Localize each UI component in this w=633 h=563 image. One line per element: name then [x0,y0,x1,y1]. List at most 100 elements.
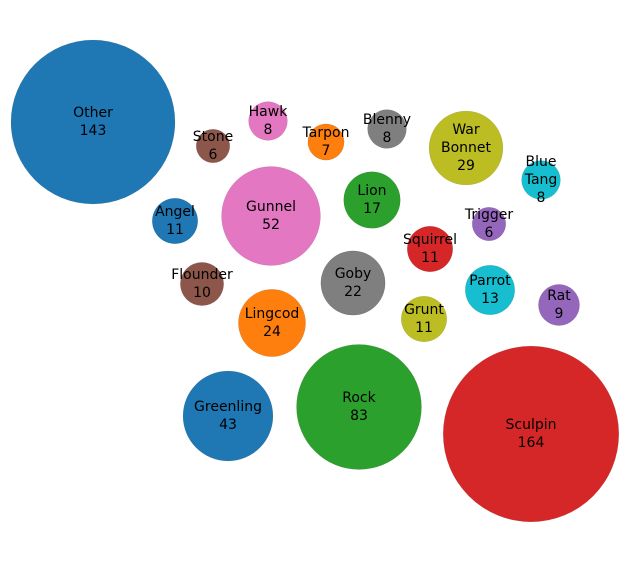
bubble-label-parrot: Parrot 13 [469,273,511,307]
bubble-lingcod: Lingcod 24 [238,289,306,357]
bubble-circle-blenny [367,109,407,149]
bubble-circle-sculpin [442,345,620,523]
bubble-name-flounder: Flounder [171,267,233,283]
bubble-circle-greenling [182,370,274,462]
bubble-value-parrot: 13 [481,291,499,307]
bubble-circle-trigger [471,206,507,242]
bubble-grunt: Grunt 11 [401,296,447,342]
bubble-label-rock: Rock 83 [342,390,376,424]
bubble-label-trigger: Trigger 6 [464,207,514,241]
bubble-circle-squirrel [407,226,453,272]
bubble-label-flounder: Flounder 10 [171,267,233,301]
bubble-circle-rock [296,344,422,470]
bubble-value-angel: 11 [166,222,184,238]
bubble-value-lion: 17 [363,201,381,217]
bubble-flounder: Flounder 10 [171,262,233,306]
bubble-value-greenling: 43 [219,417,237,433]
bubble-blenny: Blenny 8 [363,109,411,149]
bubble-circle-goby [320,250,386,316]
bubble-name-squirrel: Squirrel [403,232,457,248]
bubble-circle-lion [343,171,401,229]
bubble-name-tarpon: Tarpon [302,125,350,141]
bubble-circle-gunnel [221,166,321,266]
bubble-label-greenling: Greenling 43 [194,399,262,433]
bubble-name-blue-tang: Tang [524,172,558,188]
bubble-rat: Rat 9 [538,284,580,326]
bubble-circle-rat [538,284,580,326]
bubble-trigger: Trigger 6 [464,206,514,242]
bubble-gunnel: Gunnel 52 [221,166,321,266]
bubble-value-flounder: 10 [193,285,211,301]
bubble-name-other: Other [73,105,113,121]
bubble-label-war-bonnet: War Bonnet 29 [441,122,492,174]
bubble-label-sculpin: Sculpin 164 [506,417,557,451]
bubble-circle-blue-tang [521,160,561,200]
bubble-label-gunnel: Gunnel 52 [246,199,296,233]
bubble-name-blue-tang: Blue [526,154,557,170]
bubble-name-greenling: Greenling [194,399,262,415]
bubble-label-other: Other 143 [73,105,113,139]
bubble-angel: Angel 11 [152,198,198,244]
bubble-stone: Stone 6 [193,128,233,164]
bubble-name-parrot: Parrot [469,273,511,289]
bubble-name-grunt: Grunt [404,302,444,318]
bubble-blue-tang: Blue Tang 8 [521,154,561,206]
bubble-name-gunnel: Gunnel [246,199,296,215]
bubble-circle-hawk [248,101,288,141]
bubble-circle-angel [152,198,198,244]
bubble-name-angel: Angel [155,204,195,220]
bubble-circle-tarpon [307,123,345,161]
bubble-value-rat: 9 [555,306,564,322]
bubble-circle-grunt [401,296,447,342]
bubble-label-blue-tang: Blue Tang 8 [524,154,558,206]
bubble-label-stone: Stone 6 [193,129,233,163]
bubble-goby: Goby 22 [320,250,386,316]
bubble-value-gunnel: 52 [262,217,280,233]
bubble-name-rat: Rat [547,288,571,304]
bubble-label-blenny: Blenny 8 [363,112,411,146]
bubble-circle-lingcod [238,289,306,357]
bubble-label-lion: Lion 17 [357,183,386,217]
bubble-lion: Lion 17 [343,171,401,229]
bubble-label-rat: Rat 9 [547,288,571,322]
bubble-circle-flounder [180,262,224,306]
bubble-value-blue-tang: 8 [537,190,546,206]
bubble-parrot: Parrot 13 [465,265,515,315]
bubble-value-other: 143 [80,123,107,139]
bubble-war-bonnet: War Bonnet 29 [428,110,504,186]
bubble-name-war-bonnet: Bonnet [441,140,492,156]
bubble-value-rock: 83 [350,408,368,424]
bubble-name-goby: Goby [335,266,372,282]
bubble-value-sculpin: 164 [518,435,545,451]
bubble-value-squirrel: 11 [421,250,439,266]
bubble-label-grunt: Grunt 11 [404,302,444,336]
bubble-label-goby: Goby 22 [335,266,372,300]
bubble-value-stone: 6 [209,147,218,163]
bubble-value-grunt: 11 [415,320,433,336]
bubble-name-sculpin: Sculpin [506,417,557,433]
bubble-hawk: Hawk 8 [248,101,289,141]
bubble-circle-parrot [465,265,515,315]
bubble-name-lion: Lion [357,183,386,199]
bubble-value-hawk: 8 [264,122,273,138]
bubble-other: Other 143 [10,39,176,205]
bubble-label-squirrel: Squirrel 11 [403,232,457,266]
bubble-value-blenny: 8 [383,130,392,146]
bubble-label-hawk: Hawk 8 [249,104,289,138]
bubble-circle-war-bonnet [428,110,504,186]
bubble-value-war-bonnet: 29 [457,158,475,174]
bubble-name-blenny: Blenny [363,112,411,128]
bubble-name-stone: Stone [193,129,233,145]
bubble-name-rock: Rock [342,390,376,406]
bubble-sculpin: Sculpin 164 [442,345,620,523]
bubble-circle-stone [195,128,231,164]
bubble-label-lingcod: Lingcod 24 [245,306,300,340]
bubble-rock: Rock 83 [296,344,422,470]
bubble-greenling: Greenling 43 [182,370,274,462]
bubble-value-trigger: 6 [485,225,494,241]
bubble-circle-other [10,39,176,205]
bubble-value-tarpon: 7 [322,143,331,159]
bubble-squirrel: Squirrel 11 [403,226,457,272]
